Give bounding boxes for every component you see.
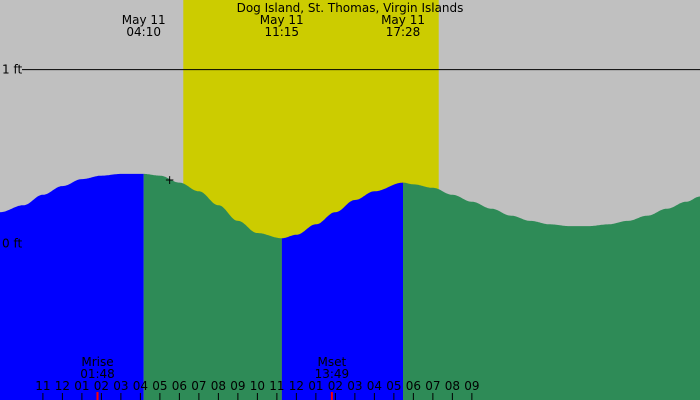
event-date-label: May 11	[260, 13, 304, 27]
crosshair-cursor: +	[165, 173, 175, 187]
x-tick-label: 06	[406, 379, 421, 393]
x-tick-label: 01	[308, 379, 323, 393]
x-tick-label: 10	[250, 379, 265, 393]
x-tick-label: 04	[367, 379, 382, 393]
x-tick-label: 12	[55, 379, 70, 393]
rising-tide-area	[281, 182, 403, 400]
x-tick-label: 03	[347, 379, 362, 393]
x-tick-label: 09	[464, 379, 479, 393]
x-tick-label: 05	[152, 379, 167, 393]
event-time-label: 11:15	[264, 25, 299, 39]
x-tick-label: 06	[172, 379, 187, 393]
moon-event-label: Mset	[318, 355, 347, 369]
one-ft-label: 1 ft	[2, 63, 22, 77]
x-tick-label: 09	[230, 379, 245, 393]
x-tick-label: 01	[74, 379, 89, 393]
x-tick-label: 07	[425, 379, 440, 393]
event-date-label: May 11	[381, 13, 425, 27]
rising-tide-area	[0, 173, 144, 400]
x-tick-label: 03	[113, 379, 128, 393]
chart-title: Dog Island, St. Thomas, Virgin Islands	[237, 1, 464, 15]
event-date-label: May 11	[122, 13, 166, 27]
x-tick-label: 12	[289, 379, 304, 393]
x-tick-label: 11	[35, 379, 50, 393]
x-tick-label: 05	[386, 379, 401, 393]
x-tick-label: 08	[211, 379, 226, 393]
falling-tide-area	[143, 173, 282, 400]
moon-event-time: 01:48	[80, 367, 115, 381]
x-tick-label: 11	[269, 379, 284, 393]
x-tick-label: 08	[445, 379, 460, 393]
x-tick-label: 02	[328, 379, 343, 393]
moon-event-label: Mrise	[81, 355, 113, 369]
x-tick-label: 02	[94, 379, 109, 393]
event-time-label: 04:10	[126, 25, 161, 39]
event-time-label: 17:28	[386, 25, 421, 39]
x-tick-label: 04	[133, 379, 148, 393]
x-tick-label: 07	[191, 379, 206, 393]
moon-event-time: 13:49	[315, 367, 350, 381]
zero-ft-label: 0 ft	[2, 236, 22, 250]
falling-tide-area	[403, 182, 700, 400]
